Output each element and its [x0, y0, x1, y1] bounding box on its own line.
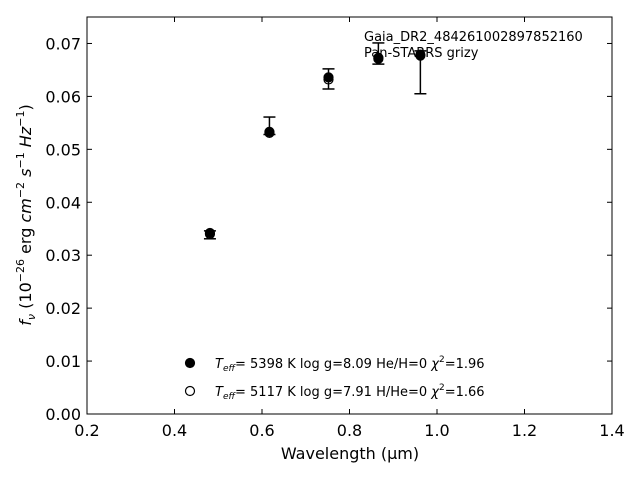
y-tick-label: 0.02	[45, 299, 81, 318]
model-point-filled	[323, 72, 334, 83]
x-tick-label: 0.8	[337, 421, 362, 440]
y-axis-label: fν (10−26 erg cm−2 s−1 Hz−1)	[14, 104, 38, 325]
model-point-open	[373, 52, 384, 63]
legend-marker	[184, 385, 196, 397]
x-tick-label: 1.4	[599, 421, 624, 440]
model-point-open	[323, 74, 334, 85]
y-tick-label: 0.01	[45, 352, 81, 371]
survey-annotation: Pan-STARRS grizy	[364, 46, 479, 61]
y-tick-label: 0.04	[45, 193, 81, 212]
model-point-open	[204, 228, 216, 240]
x-tick-label: 0.4	[162, 421, 187, 440]
data-points	[204, 49, 426, 240]
model-point-open	[264, 127, 275, 139]
error-bars	[203, 42, 427, 240]
model-point-open	[415, 50, 426, 61]
legend: Teff= 5398 K log g=8.09 He/H=0 χ2=1.96 Te…	[184, 355, 485, 402]
y-tick-label: 0.03	[45, 246, 81, 265]
axis-ticks: 0.2 0.4 0.6 0.8 1.0 1.2 1.4 0.00 0.01 0.02 0.03 0.0…	[45, 17, 625, 440]
x-tick-label: 0.2	[74, 421, 99, 440]
star-name-annotation: Gaia_DR2_484261002897852160	[364, 30, 583, 45]
plot-frame	[86, 16, 613, 415]
y-tick-label: 0.00	[45, 405, 81, 424]
x-axis-label: Wavelength (μm)	[281, 444, 419, 463]
y-tick-label: 0.07	[45, 34, 81, 53]
x-tick-label: 1.2	[512, 421, 537, 440]
x-tick-label: 1.0	[424, 421, 449, 440]
legend-marker	[184, 357, 196, 369]
y-tick-label: 0.06	[45, 87, 81, 106]
legend-label: Teff= 5398 K log g=8.09 He/H=0 χ2=1.96	[215, 355, 485, 374]
x-tick-label: 0.6	[249, 421, 274, 440]
y-tick-label: 0.05	[45, 140, 81, 159]
legend-label: Teff= 5117 K log g=7.91 H/He=0 χ2=1.66	[215, 383, 485, 402]
